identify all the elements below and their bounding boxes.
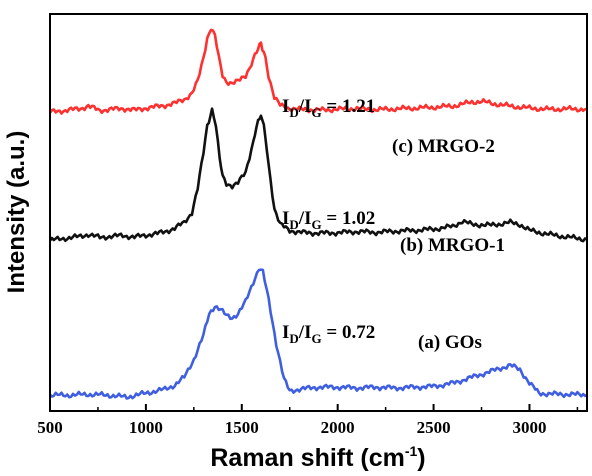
x-axis-ticks: 500 1000 1500 2000 2500 3000 bbox=[37, 404, 579, 437]
ratio-value-b: 1.02 bbox=[342, 208, 375, 229]
series-label-c: (c) MRGO-2 bbox=[392, 136, 495, 157]
series-line-0 bbox=[48, 28, 588, 115]
ratio-value-c: 1.21 bbox=[342, 96, 375, 117]
x-tick-label-3: 2000 bbox=[321, 418, 355, 437]
x-tick-label-5: 3000 bbox=[512, 418, 546, 437]
ratio-annotation-b: ID/IG = 1.02 bbox=[282, 208, 375, 232]
x-tick-label-4: 2500 bbox=[417, 418, 451, 437]
plot-frame bbox=[49, 13, 588, 412]
series-line-1 bbox=[48, 107, 588, 243]
series-label-b: (b) MRGO-1 bbox=[400, 235, 505, 256]
y-axis-title: Intensity (a.u.) bbox=[3, 131, 30, 294]
x-axis-title: Raman shift (cm-1) bbox=[210, 443, 425, 472]
ratio-annotations: ID/IG = 1.21 ID/IG = 1.02 ID/IG = 0.72 bbox=[282, 96, 375, 346]
x-tick-label-0: 500 bbox=[37, 418, 63, 437]
x-tick-label-1: 1000 bbox=[129, 418, 163, 437]
ratio-value-a: 0.72 bbox=[342, 322, 375, 343]
ratio-annotation-a: ID/IG = 0.72 bbox=[282, 322, 375, 346]
ratio-annotation-c: ID/IG = 1.21 bbox=[282, 96, 375, 120]
x-tick-label-2: 1500 bbox=[225, 418, 259, 437]
series-line-2 bbox=[49, 268, 588, 400]
series-labels: (c) MRGO-2 (b) MRGO-1 (a) GOs bbox=[392, 136, 505, 353]
series-label-a: (a) GOs bbox=[418, 332, 482, 353]
series-layer bbox=[48, 28, 588, 400]
